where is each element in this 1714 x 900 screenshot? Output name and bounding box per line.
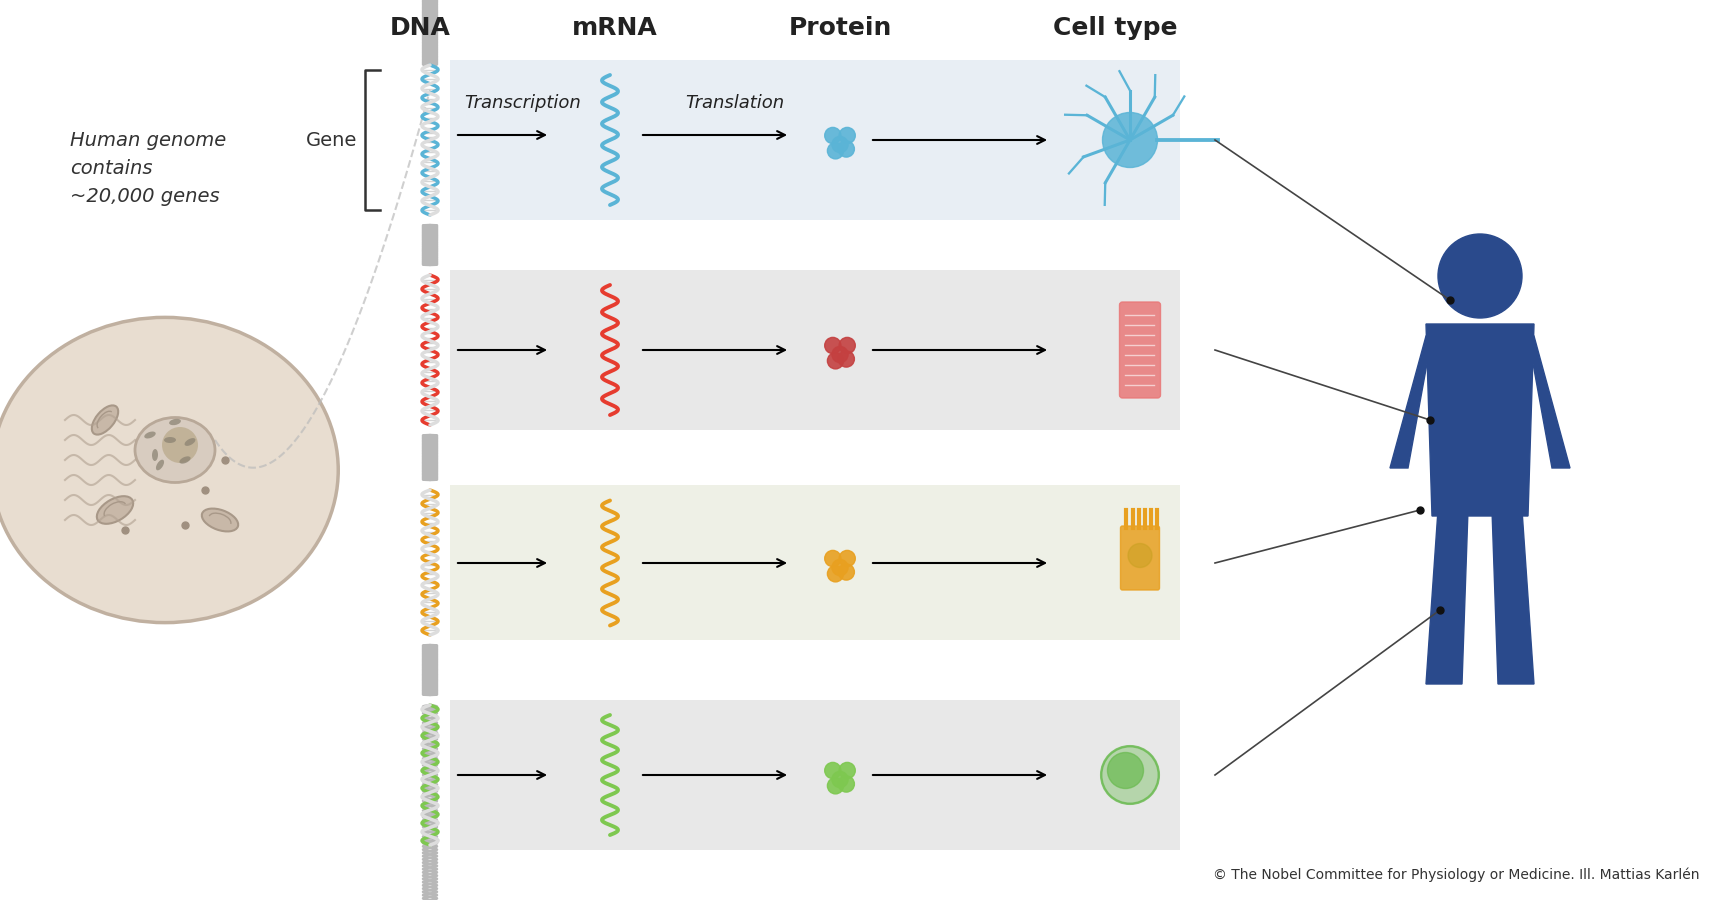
Polygon shape [1388,336,1431,468]
Ellipse shape [93,405,118,435]
Circle shape [824,551,840,567]
Circle shape [838,551,855,567]
Circle shape [1100,746,1159,804]
Bar [449,485,1179,640]
Circle shape [1107,752,1143,788]
Ellipse shape [96,496,134,524]
Bar [449,270,1179,430]
Circle shape [1102,112,1157,167]
Ellipse shape [154,462,166,468]
Circle shape [826,353,843,369]
Bar [449,60,1179,220]
Ellipse shape [165,436,175,445]
Circle shape [838,564,854,580]
Polygon shape [1527,336,1568,468]
Ellipse shape [202,508,238,531]
Ellipse shape [170,418,180,427]
FancyBboxPatch shape [1119,302,1160,398]
Text: ~20,000 genes: ~20,000 genes [70,186,219,205]
Ellipse shape [185,437,195,446]
Circle shape [838,762,855,778]
Circle shape [826,566,843,582]
Text: Human genome: Human genome [70,130,226,149]
Text: Transcription: Transcription [464,94,581,112]
Text: DNA: DNA [389,16,451,40]
Circle shape [831,771,848,788]
Circle shape [1128,544,1152,568]
Circle shape [838,141,854,158]
Circle shape [824,762,840,778]
Text: Cell type: Cell type [1052,16,1176,40]
Circle shape [826,143,843,159]
Circle shape [838,338,855,354]
Text: Translation: Translation [686,94,783,112]
Ellipse shape [180,455,189,465]
Ellipse shape [0,318,338,623]
Polygon shape [1424,510,1467,684]
Circle shape [824,128,840,144]
Circle shape [824,338,840,354]
Circle shape [831,137,848,153]
FancyBboxPatch shape [1119,526,1159,590]
Circle shape [838,128,855,144]
Circle shape [1436,234,1520,318]
Bar [449,700,1179,850]
Ellipse shape [135,418,214,482]
Text: Protein: Protein [788,16,891,40]
Text: © The Nobel Committee for Physiology or Medicine. Ill. Mattias Karlén: © The Nobel Committee for Physiology or … [1214,868,1699,882]
Circle shape [831,346,848,363]
Ellipse shape [151,451,159,460]
Circle shape [161,427,197,463]
Ellipse shape [144,432,156,438]
Polygon shape [1424,324,1532,516]
Circle shape [831,560,848,576]
Circle shape [838,776,854,792]
Text: Gene: Gene [305,130,357,149]
Circle shape [826,778,843,794]
Text: contains: contains [70,158,153,177]
Polygon shape [1491,510,1532,684]
Circle shape [838,351,854,367]
Text: mRNA: mRNA [572,16,658,40]
